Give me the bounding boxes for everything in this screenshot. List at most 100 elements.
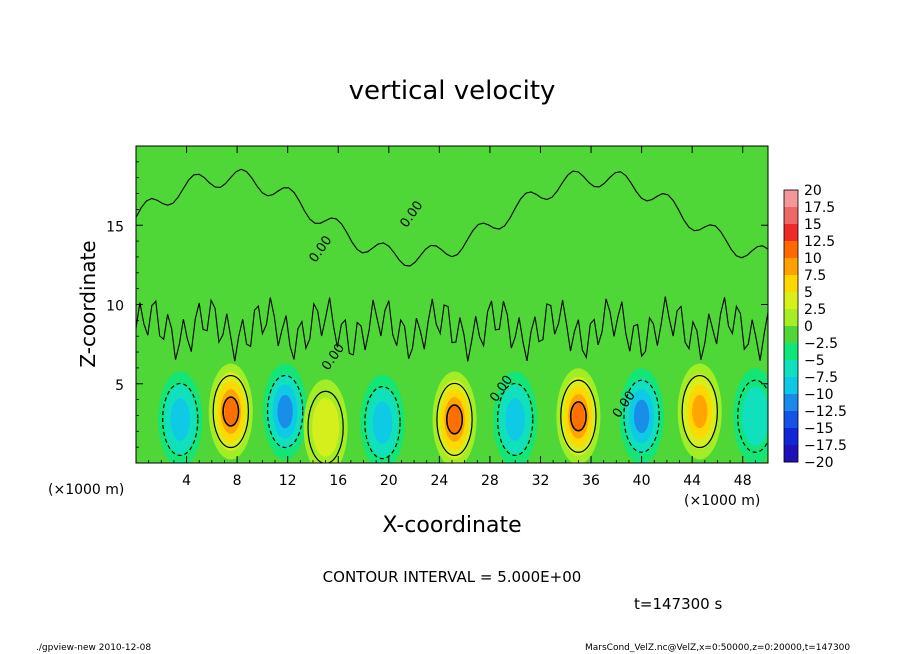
velocity-level	[277, 394, 293, 429]
colorbar-label: 0	[804, 319, 813, 335]
velocity-level	[633, 399, 650, 433]
velocity-level	[505, 398, 525, 441]
colorbar-swatch	[784, 343, 798, 361]
colorbar-swatch	[784, 326, 798, 344]
velocity-level	[692, 394, 708, 429]
colorbar-swatch	[784, 258, 798, 276]
colorbar-label: −7.5	[804, 370, 838, 386]
x-axis-unit-label: (×1000 m)	[684, 493, 761, 509]
plot-area: 0.000.000.000.00 0.00	[136, 146, 768, 463]
colorbar-label: −20	[804, 455, 834, 471]
velocity-cell	[556, 368, 601, 463]
contour-line	[681, 374, 718, 449]
velocity-cell	[263, 363, 308, 460]
colorbar-swatch	[784, 292, 798, 310]
colorbar-label: −17.5	[804, 438, 847, 454]
velocity-cell	[493, 371, 538, 463]
contour-line	[212, 374, 249, 449]
y-axis-ticks: 5 10 15	[106, 161, 768, 448]
contour-line	[162, 382, 199, 457]
x-tick-label: 32	[532, 473, 550, 489]
colorbar-label: 20	[804, 183, 822, 199]
colorbar-swatch	[784, 428, 798, 446]
contour-line	[266, 374, 304, 449]
x-tick-label: 20	[380, 473, 398, 489]
x-tick-label: 16	[329, 473, 347, 489]
colorbar-swatch	[784, 190, 798, 208]
x-tick-label: 24	[430, 473, 448, 489]
colorbar-swatch	[784, 445, 798, 463]
contour-line	[446, 404, 464, 435]
x-tick-label: 40	[633, 473, 651, 489]
y-axis-unit-label: (×1000 m)	[48, 482, 125, 498]
y-tick-label: 10	[106, 299, 124, 315]
y-tick-label: 15	[106, 219, 124, 235]
velocity-cell	[208, 363, 253, 460]
contour-line	[222, 396, 240, 427]
velocity-cell	[360, 374, 405, 463]
upper-contour	[136, 168, 768, 267]
x-tick-label: 44	[683, 473, 701, 489]
velocity-level	[312, 397, 340, 457]
colorbar-swatch	[784, 377, 798, 395]
colorbar-swatch	[784, 309, 798, 327]
colorbar-frame	[783, 189, 799, 463]
contour-line	[569, 401, 587, 432]
velocity-cell	[158, 371, 203, 463]
colorbar-label: 2.5	[804, 302, 826, 318]
y-tick-label: 5	[115, 378, 124, 394]
colorbar-label: 17.5	[804, 200, 835, 216]
velocity-level	[372, 401, 393, 444]
contour-line	[623, 379, 660, 453]
colorbar-swatch	[784, 394, 798, 412]
x-tick-label: 48	[734, 473, 752, 489]
colorbar-swatch	[784, 241, 798, 259]
x-tick-label: 12	[279, 473, 297, 489]
footer-program-date: ./gpview-new 2010-12-08	[36, 643, 152, 653]
velocity-cells	[158, 363, 768, 463]
colorbar-label: 10	[804, 251, 822, 267]
x-tick-label: 4	[182, 473, 191, 489]
colorbar-label: 5	[804, 285, 813, 301]
chart-title: vertical velocity	[348, 76, 556, 106]
colorbar-swatch	[784, 207, 798, 225]
colorbar-swatch	[784, 411, 798, 429]
velocity-level	[224, 397, 238, 426]
contour-line	[307, 390, 344, 463]
colorbar-label: −12.5	[804, 404, 847, 420]
x-axis-label: X-coordinate	[382, 513, 522, 538]
footer-file-info: MarsCond_VelZ.nc@VelZ,x=0:50000,z=0:2000…	[585, 643, 851, 653]
velocity-level	[741, 386, 768, 446]
colorbar-label: −2.5	[804, 336, 838, 352]
contour-interval-text: CONTOUR INTERVAL = 5.000E+00	[322, 568, 582, 586]
colorbar-label: −15	[804, 421, 834, 437]
velocity-cell	[733, 368, 768, 463]
velocity-cell	[432, 371, 477, 463]
colorbar-label: −5	[804, 353, 825, 369]
velocity-level	[448, 405, 461, 434]
colorbar-swatch	[784, 360, 798, 378]
velocity-cell	[619, 368, 664, 463]
colorbar-label: 7.5	[804, 268, 826, 284]
contour-line	[560, 379, 597, 453]
x-tick-label: 36	[582, 473, 600, 489]
x-tick-label: 28	[481, 473, 499, 489]
velocity-cell	[677, 363, 722, 460]
contour-line	[737, 379, 768, 453]
x-axis-ticks: 4 8 12 16 20 24 28 32 36 40 44 48	[148, 146, 756, 489]
contour-line	[436, 382, 473, 457]
colorbar: 2017.51512.5107.552.50−2.5−5−7.5−10−12.5…	[783, 183, 847, 471]
colorbar-label: −10	[804, 387, 834, 403]
zero-contour	[136, 296, 768, 362]
velocity-level	[170, 398, 191, 441]
contour-line	[364, 386, 401, 460]
colorbar-label: 15	[804, 217, 822, 233]
time-label: t=147300 s	[634, 595, 723, 613]
velocity-level	[572, 402, 585, 430]
colorbar-label: 12.5	[804, 234, 835, 250]
colorbar-swatch	[784, 224, 798, 242]
x-tick-label: 8	[233, 473, 242, 489]
contour-line	[497, 382, 534, 457]
colorbar-swatch	[784, 275, 798, 293]
